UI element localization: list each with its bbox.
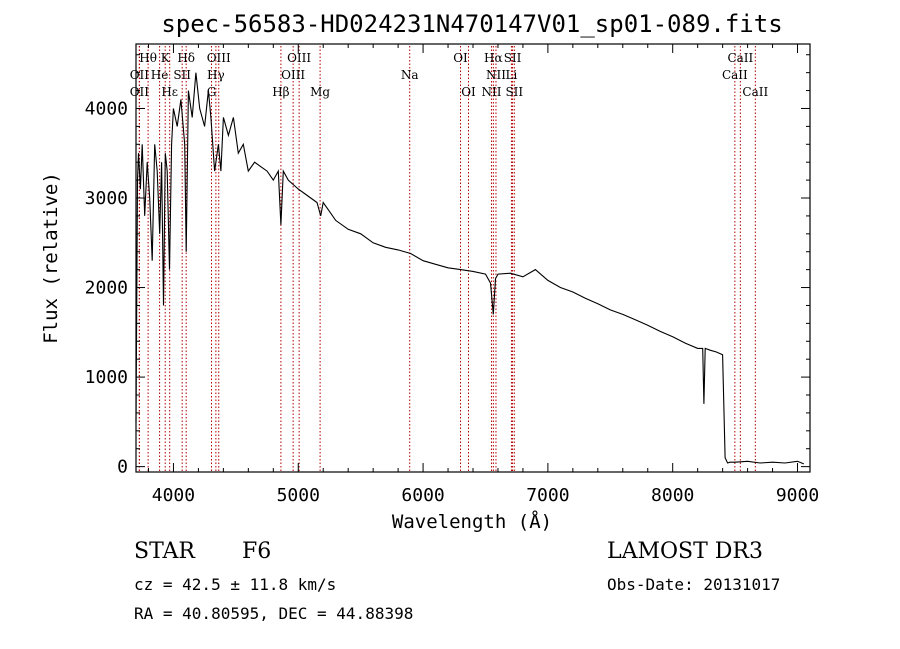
- x-axis-label: Wavelength (Å): [392, 510, 552, 533]
- y-tick-label: 4000: [85, 98, 128, 119]
- line-label: SII: [173, 68, 191, 82]
- line-label: Hγ: [207, 68, 225, 82]
- line-label: Hθ: [139, 51, 157, 65]
- chart-title: spec-56583-HD024231N470147V01_sp01-089.f…: [161, 10, 782, 38]
- line-label: Hβ: [272, 85, 289, 99]
- coordinates: RA = 40.80595, DEC = 44.88398: [134, 604, 414, 623]
- line-label: Li: [506, 68, 518, 82]
- line-label: Hδ: [177, 51, 195, 65]
- line-label: Hα: [484, 51, 503, 65]
- y-tick-label: 3000: [85, 188, 128, 209]
- object-type: STAR: [134, 539, 195, 564]
- line-label: Na: [401, 68, 419, 82]
- obs-date: Obs-Date: 20131017: [607, 575, 781, 594]
- line-label: Mg: [310, 85, 330, 99]
- spectral-line-markers: [138, 46, 756, 472]
- line-label: OII: [130, 85, 150, 99]
- line-label: SII: [505, 85, 523, 99]
- x-tick-label: 8000: [651, 485, 694, 506]
- x-tick-label: 9000: [776, 485, 819, 506]
- x-tick-label: 6000: [401, 485, 444, 506]
- line-label: OIII: [207, 51, 231, 65]
- x-axis-ticks: 4000 5000 6000 7000 8000 9000: [147, 44, 819, 506]
- y-tick-label: 0: [117, 457, 128, 478]
- y-axis-label: Flux (relative): [40, 172, 62, 344]
- x-tick-label: 4000: [152, 485, 195, 506]
- x-tick-label: 7000: [526, 485, 569, 506]
- x-tick-label: 5000: [277, 485, 320, 506]
- line-label: OIII: [281, 68, 305, 82]
- y-tick-label: 1000: [85, 367, 128, 388]
- plot-frame: [135, 43, 811, 473]
- line-label: G: [207, 85, 217, 99]
- line-label: CaII: [742, 85, 768, 99]
- line-label: Hε: [161, 85, 178, 99]
- line-label: CaII: [727, 51, 753, 65]
- line-label: NII: [481, 85, 501, 99]
- line-label: He: [151, 68, 169, 82]
- spectrum-line: [135, 72, 805, 465]
- line-label: OI: [453, 51, 468, 65]
- y-tick-label: 2000: [85, 278, 128, 299]
- y-axis-ticks: 0 1000 2000 3000 4000: [85, 54, 810, 478]
- line-label: OII: [130, 68, 150, 82]
- line-label: CaII: [722, 68, 748, 82]
- line-label: SII: [504, 51, 522, 65]
- subclass: F6: [242, 539, 272, 564]
- line-label: K: [161, 51, 171, 65]
- line-label: NII: [486, 68, 506, 82]
- line-label: OI: [461, 85, 476, 99]
- line-label: OIII: [287, 51, 311, 65]
- survey-name: LAMOST DR3: [607, 539, 763, 564]
- redshift-velocity: cz = 42.5 ± 11.8 km/s: [134, 575, 337, 594]
